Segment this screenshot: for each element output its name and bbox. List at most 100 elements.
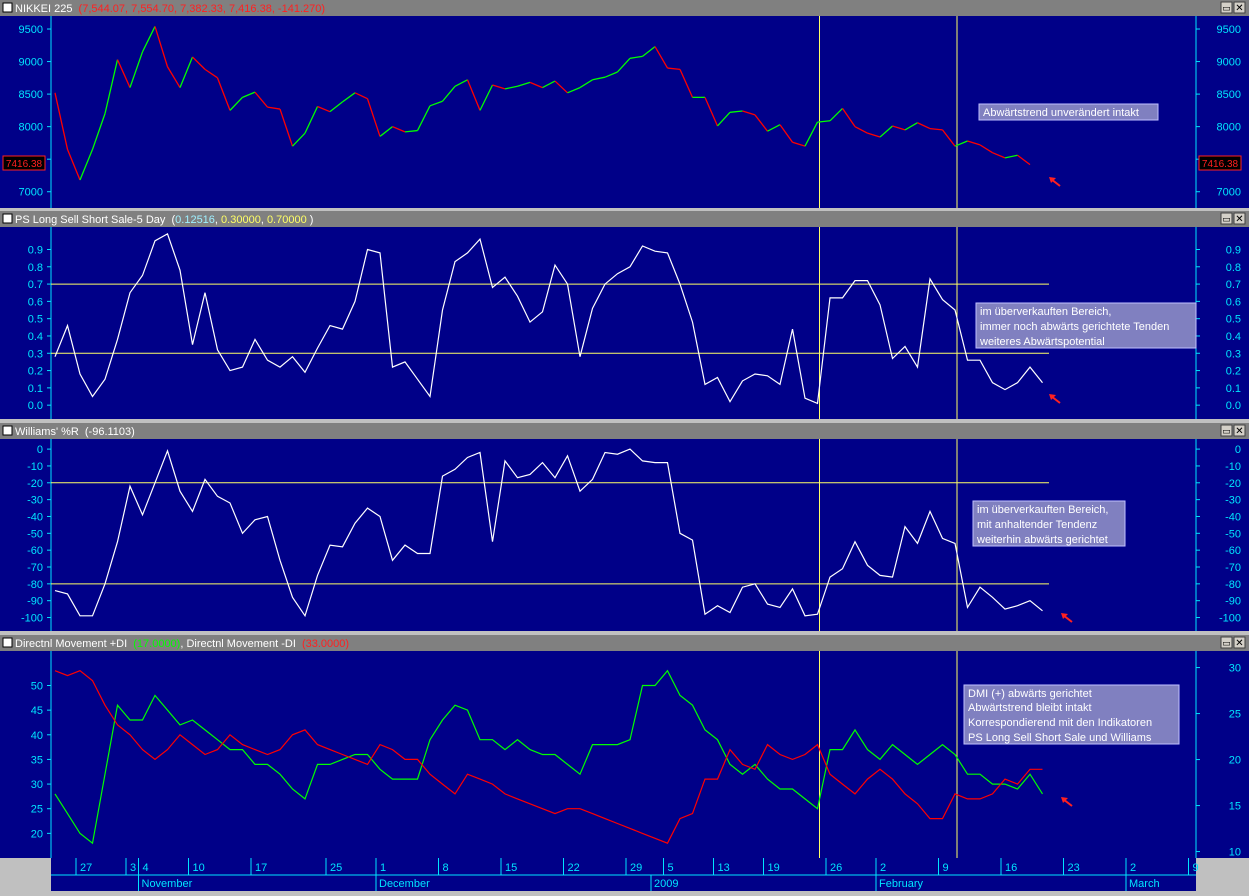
y-tick-label-right: -20: [1225, 478, 1241, 490]
close-icon: ✕: [1235, 638, 1243, 649]
annotation-line-1: im überverkauften Bereich,: [977, 504, 1108, 516]
panel-title-bar: [0, 0, 1249, 16]
price-segment: [1017, 154, 1031, 166]
price-segment: [304, 106, 319, 134]
last-value-box-left: [2, 155, 46, 171]
y-tick-label-right: 0.8: [1226, 262, 1241, 274]
price-segment: [479, 84, 494, 111]
y-tick-label: 0.1: [28, 383, 43, 395]
x-tick-label: 16: [1005, 862, 1017, 874]
panel-checkbox[interactable]: [2, 425, 13, 436]
panel-williams-r: Williams' %R (-96.1103) ▭ ✕ 0 -10 -20 -30 -4…: [0, 423, 1249, 631]
price-segment: [529, 81, 543, 89]
x-tick-label: 2: [880, 862, 886, 874]
y-tick-label: 0: [37, 444, 43, 456]
price-segment: [492, 84, 506, 90]
y-tick-label-right: 0.3: [1226, 348, 1241, 360]
panel-title-bar: [0, 635, 1249, 651]
y-tick-label: 0.9: [28, 244, 43, 256]
close-button[interactable]: [1233, 212, 1246, 225]
price-segment: [79, 149, 94, 181]
y-tick-label: 45: [31, 705, 43, 717]
x-tick-label: 4: [143, 862, 149, 874]
x-tick-label: 29: [630, 862, 642, 874]
x-tick-label: 26: [830, 862, 842, 874]
panel-title: NIKKEI 225: [15, 3, 72, 15]
x-tick-label: 9: [1193, 862, 1199, 874]
price-segment: [654, 46, 669, 69]
x-tick-label: 1: [380, 862, 386, 874]
price-segment: [792, 141, 806, 147]
panel-value-minus: (33.0000): [302, 638, 349, 650]
y-tick-label-right: -90: [1225, 596, 1241, 608]
y-tick-label: 0.2: [28, 366, 43, 378]
x-tick-label: 8: [443, 862, 449, 874]
panel-checkbox[interactable]: [2, 637, 13, 648]
price-segment: [542, 80, 556, 89]
y-tick-label-right: -80: [1225, 579, 1241, 591]
minimize-button[interactable]: [1220, 1, 1233, 14]
minimize-button[interactable]: [1220, 212, 1233, 225]
svg-text:Directnl Movement +DI (1: Directnl Movement +DI (17.0000), Directn…: [15, 638, 349, 650]
annotation-text: Abwärtstrend unverändert intakt: [983, 107, 1139, 119]
price-segment: [729, 110, 743, 113]
panel-checkbox[interactable]: [2, 2, 13, 13]
price-segment: [841, 108, 856, 128]
panel-title: PS Long Sell Short Sale-5 Day: [15, 214, 166, 226]
minimize-button[interactable]: [1220, 424, 1233, 437]
minimize-button[interactable]: [1220, 636, 1233, 649]
price-segment: [116, 59, 131, 88]
price-segment: [416, 105, 431, 131]
price-segment: [442, 85, 456, 102]
y-tick-label-right: 0.0: [1226, 400, 1241, 412]
annotation-line-3: weiterhin abwärts gerichtet: [976, 534, 1108, 546]
panel-value-plus: (17.0000): [133, 638, 180, 650]
y-tick-label: 0.4: [28, 331, 43, 343]
price-segment: [504, 85, 518, 90]
price-segment: [104, 59, 119, 114]
annotation-box: [978, 103, 1159, 121]
month-label: March: [1129, 878, 1160, 890]
close-icon: ✕: [1235, 426, 1243, 437]
close-button[interactable]: [1233, 424, 1246, 437]
month-label: 2009: [654, 878, 678, 890]
month-label: February: [879, 878, 924, 890]
price-segment: [667, 67, 681, 71]
annotation-line-2: mit anhaltender Tendenz: [977, 519, 1097, 531]
price-segment: [54, 92, 69, 150]
y-tick-label-right: 8000: [1217, 122, 1241, 134]
y-tick-label: 0.0: [28, 400, 43, 412]
svg-text:PS Long Sell Short Sale-5 Day: PS Long Sell Short Sale-5 Day (0.12516, …: [15, 214, 313, 226]
month-label: November: [142, 878, 193, 890]
price-segment: [604, 71, 618, 78]
price-segment: [329, 101, 343, 113]
annotation-line-3: Korrespondierend mit den Indikatoren: [968, 717, 1152, 729]
y-tick-label-right: -60: [1225, 545, 1241, 557]
price-segment: [379, 126, 393, 137]
svg-text:Williams' %R (-96.1103): Williams' %R (-96.1103): [15, 426, 135, 438]
y-tick-label: -80: [27, 579, 43, 591]
y-tick-label-right: -50: [1225, 528, 1241, 540]
minimize-icon: ▭: [1222, 426, 1231, 436]
panel-checkbox[interactable]: [2, 213, 13, 224]
price-segment: [592, 76, 606, 81]
x-tick-label: 27: [80, 862, 92, 874]
panel-window-buttons: ▭ ✕: [1220, 424, 1246, 437]
y-tick-label-right: 0.7: [1226, 279, 1241, 291]
last-value-label-right: 7416.38: [1202, 159, 1239, 170]
y-tick-label-right: -40: [1225, 511, 1241, 523]
price-segment: [292, 132, 306, 147]
price-segment: [879, 125, 893, 138]
minimize-icon: ▭: [1222, 214, 1231, 224]
price-segment: [941, 129, 956, 147]
close-button[interactable]: [1233, 636, 1246, 649]
price-segment: [517, 81, 531, 87]
annotation-line-2: Abwärtstrend bleibt intakt: [968, 702, 1092, 714]
panel-title: Williams' %R: [15, 426, 79, 438]
close-button[interactable]: [1233, 1, 1246, 14]
x-axis: 27 3 4 10 17 25 1 8 15 22 29 5 13 19 26 2 9 16 23 2 9 Novemb…: [0, 858, 1249, 891]
panel-ps-long-sell-short-sale: PS Long Sell Short Sale-5 Day (0.12516, …: [0, 211, 1249, 419]
price-segment: [992, 152, 1006, 159]
price-segment: [141, 26, 156, 53]
y-tick-label: 35: [31, 754, 43, 766]
